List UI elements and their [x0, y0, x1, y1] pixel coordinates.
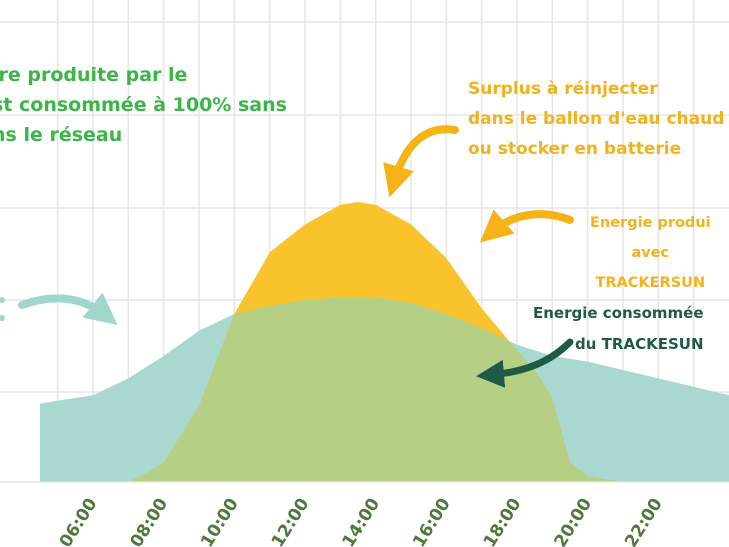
- annotation-line: ire produite par le: [0, 64, 188, 86]
- x-axis-tick-labels: 06:00 08:00 10:00 12:00 14:00 16:00 18:00 20:00…: [56, 495, 667, 547]
- annotation-line: Energie produi: [590, 215, 711, 231]
- x-tick-label: 06:00: [56, 495, 102, 547]
- annotation-energy-consumed: Energie consommée du TRACKESUN: [533, 298, 704, 360]
- arrow-icon: [0, 315, 5, 321]
- annotation-line: TRACKERSUN: [595, 275, 706, 291]
- x-tick-label: 14:00: [339, 495, 385, 547]
- x-tick-label: 12:00: [268, 495, 314, 547]
- self-consumed-overlap-area: [128, 297, 623, 482]
- annotation-line: ou stocker en batterie: [468, 139, 682, 159]
- x-tick-label: 18:00: [480, 495, 526, 547]
- x-tick-label: 16:00: [409, 495, 455, 547]
- annotation-energy-produced: Energie produi avec TRACKERSUN: [590, 208, 711, 298]
- arrow-icon: [18, 292, 118, 325]
- annotation-line: dans le ballon d'eau chaud: [468, 109, 725, 129]
- arrow-icon: [0, 297, 5, 303]
- arrow-icon: [479, 209, 574, 243]
- annotation-line: du TRACKESUN: [575, 335, 704, 353]
- x-tick-label: 08:00: [127, 495, 173, 547]
- annotation-line: st consommée à 100% sans: [0, 94, 287, 116]
- annotation-surplus: Surplus à réinjecter dans le ballon d'ea…: [468, 74, 724, 164]
- x-tick-label: 22:00: [621, 495, 667, 547]
- x-tick-label: 20:00: [551, 495, 597, 547]
- arrow-icon: [476, 338, 574, 388]
- annotation-line: Energie consommée: [533, 304, 704, 322]
- x-tick-label: 10:00: [197, 495, 243, 547]
- annotation-line: Surplus à réinjecter: [468, 79, 658, 99]
- arrow-icon: [383, 125, 459, 198]
- annotation-line: ns le réseau: [0, 124, 123, 146]
- annotation-line: avec: [631, 245, 670, 261]
- annotation-self-consumption: ire produite par le st consommée à 100% …: [0, 60, 287, 150]
